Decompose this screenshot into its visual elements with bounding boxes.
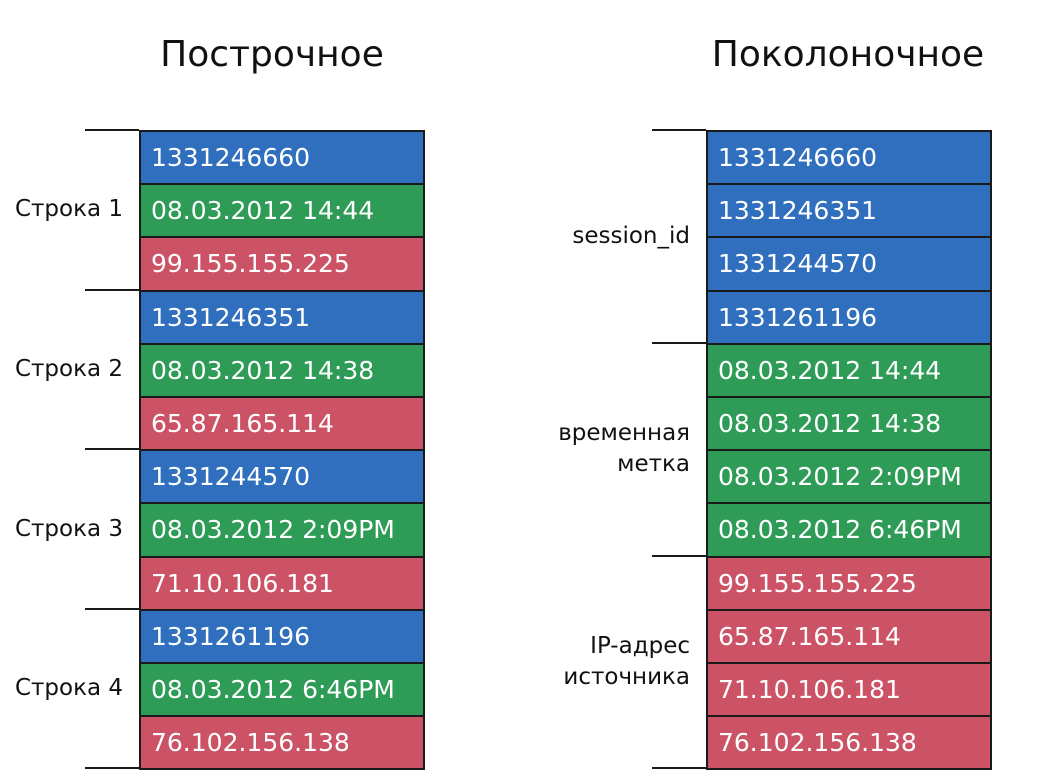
- cell: 99.155.155.225: [706, 555, 992, 611]
- label-line: IP-адрес: [590, 633, 690, 659]
- cell: 1331246660: [706, 130, 992, 186]
- group-line: [85, 129, 139, 131]
- cell: 76.102.156.138: [139, 715, 425, 771]
- label-line: Строка 1: [14, 196, 123, 223]
- cell: 1331244570: [139, 449, 425, 505]
- label-line: Строка 3: [14, 515, 123, 542]
- group-label: session_id: [510, 221, 690, 252]
- cell: 76.102.156.138: [706, 715, 992, 771]
- group-label: Строка 2: [0, 354, 123, 385]
- cell: 71.10.106.181: [706, 662, 992, 718]
- label-line: Строка 4: [14, 675, 123, 702]
- cell: 65.87.165.114: [139, 396, 425, 452]
- title: Поколоночное: [711, 34, 985, 75]
- cell: 1331244570: [706, 236, 992, 292]
- group-line: [652, 129, 706, 131]
- group-label: Строка 1: [0, 194, 123, 225]
- label-line: session_id: [572, 222, 690, 249]
- cell: 08.03.2012 14:38: [139, 342, 425, 398]
- cell: 08.03.2012 14:38: [706, 396, 992, 452]
- cell: 08.03.2012 6:46PM: [706, 502, 992, 558]
- cell: 08.03.2012 6:46PM: [139, 662, 425, 718]
- cell: 08.03.2012 14:44: [706, 342, 992, 398]
- label-line: метка: [617, 451, 690, 478]
- cell: 1331261196: [139, 608, 425, 664]
- cell: 1331246660: [139, 130, 425, 186]
- group-line: [652, 554, 706, 557]
- group-label: Строка 4: [0, 673, 123, 704]
- cell: 1331246351: [139, 289, 425, 345]
- cell: 08.03.2012 2:09PM: [706, 449, 992, 505]
- label-line: Строка 2: [14, 355, 123, 382]
- cell: 08.03.2012 14:44: [139, 183, 425, 239]
- group-label: Строка 3: [0, 514, 123, 545]
- group-line: [85, 288, 139, 291]
- cell: 1331261196: [706, 289, 992, 345]
- group-label: временная метка: [510, 418, 690, 480]
- cell: 71.10.106.181: [139, 555, 425, 611]
- group-line: [652, 341, 706, 344]
- group-line: [652, 767, 706, 770]
- cell: 65.87.165.114: [706, 608, 992, 664]
- group-line: [85, 767, 139, 770]
- cell: 1331246351: [706, 183, 992, 239]
- group-line: [85, 448, 139, 451]
- group-line: [85, 607, 139, 610]
- cell: 08.03.2012 2:09PM: [139, 502, 425, 558]
- cell: 99.155.155.225: [139, 236, 425, 292]
- label-line: источника: [563, 664, 690, 690]
- title: Построчное: [160, 34, 384, 75]
- label-line: временная: [558, 420, 690, 447]
- group-label: IP-адрес источника: [510, 631, 690, 693]
